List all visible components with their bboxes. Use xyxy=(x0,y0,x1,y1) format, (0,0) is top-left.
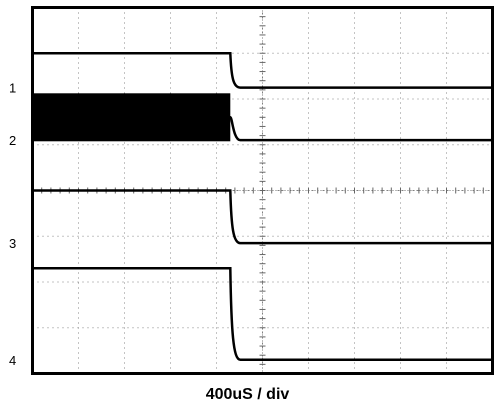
channel-label-1: 1 xyxy=(9,81,16,96)
channel-labels: 1 2 3 4 xyxy=(9,81,16,368)
channel-label-3: 3 xyxy=(9,236,16,251)
trace-2 xyxy=(32,116,493,142)
trace-4 xyxy=(32,267,493,362)
grid xyxy=(32,7,493,374)
trace-1 xyxy=(32,52,493,89)
plot-frame xyxy=(31,6,494,375)
traces xyxy=(32,52,493,362)
trace-3 xyxy=(32,189,493,245)
channel-label-4: 4 xyxy=(9,353,16,368)
channel-label-2: 2 xyxy=(9,133,16,148)
x-axis-label: 400uS / div xyxy=(205,386,290,403)
